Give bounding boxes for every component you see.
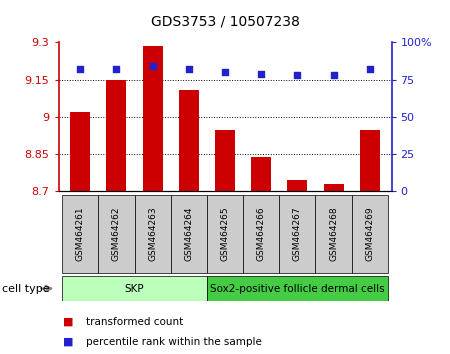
Text: GSM464265: GSM464265	[220, 206, 230, 261]
Bar	[107, 80, 126, 191]
Point	[149, 63, 156, 69]
Text: GSM464269: GSM464269	[365, 206, 374, 261]
Text: GSM464262: GSM464262	[112, 206, 121, 261]
Bar	[207, 195, 243, 273]
Point	[185, 67, 193, 72]
Point	[257, 71, 265, 76]
Point	[366, 67, 373, 72]
Text: GDS3753 / 10507238: GDS3753 / 10507238	[151, 14, 299, 28]
Bar	[171, 195, 207, 273]
Text: cell type: cell type	[2, 284, 50, 293]
Bar	[315, 195, 352, 273]
Text: Sox2-positive follicle dermal cells: Sox2-positive follicle dermal cells	[210, 284, 385, 293]
Bar	[324, 184, 343, 191]
Bar	[98, 195, 135, 273]
Text: GSM464268: GSM464268	[329, 206, 338, 261]
Bar	[288, 180, 307, 191]
Text: transformed count: transformed count	[86, 317, 183, 327]
Text: ■: ■	[63, 337, 73, 347]
Text: GSM464261: GSM464261	[76, 206, 85, 261]
Bar	[243, 195, 279, 273]
Text: SKP: SKP	[125, 284, 144, 293]
Point	[294, 72, 301, 78]
Bar	[215, 130, 235, 191]
Bar	[143, 46, 162, 191]
Text: GSM464264: GSM464264	[184, 206, 194, 261]
Text: GSM464267: GSM464267	[293, 206, 302, 261]
Text: percentile rank within the sample: percentile rank within the sample	[86, 337, 261, 347]
Bar	[135, 195, 171, 273]
Bar	[207, 276, 388, 301]
Point	[330, 72, 337, 78]
Text: GSM464263: GSM464263	[148, 206, 157, 261]
Bar	[352, 195, 388, 273]
Point	[113, 67, 120, 72]
Bar	[251, 158, 271, 191]
Point	[76, 67, 84, 72]
Bar	[179, 90, 199, 191]
Text: GSM464266: GSM464266	[256, 206, 266, 261]
Point	[221, 69, 229, 75]
Bar	[360, 130, 380, 191]
Bar	[70, 112, 90, 191]
Bar	[62, 195, 98, 273]
Bar	[279, 195, 315, 273]
Text: ■: ■	[63, 317, 73, 327]
Bar	[62, 276, 207, 301]
